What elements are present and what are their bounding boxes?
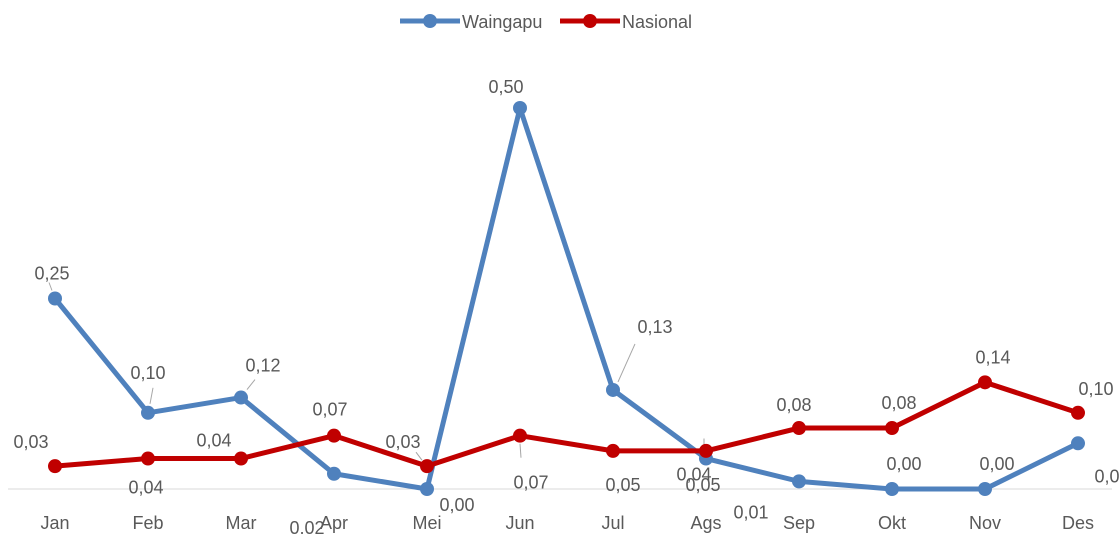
x-tick-label: Jan [40, 513, 69, 533]
data-label: 0,00 [979, 454, 1014, 474]
data-label: 0,10 [130, 363, 165, 383]
data-label: 0,04 [676, 465, 711, 485]
data-label: 0,08 [776, 395, 811, 415]
leader-line [246, 379, 256, 390]
x-tick-label: Mei [412, 513, 441, 533]
x-tick-label: Apr [320, 513, 348, 533]
leader-line [48, 282, 53, 291]
data-point [885, 482, 899, 496]
legend-item: Nasional [560, 12, 692, 32]
leader-line [519, 443, 522, 458]
data-label: 0,00 [886, 454, 921, 474]
data-label: 0,12 [245, 356, 280, 376]
x-tick-label: Mar [226, 513, 257, 533]
data-point [48, 459, 62, 474]
data-point [792, 474, 806, 489]
x-tick-label: Des [1062, 513, 1094, 533]
series-line [52, 379, 1081, 469]
legend-swatch-marker [583, 14, 597, 28]
x-tick-label: Jul [601, 513, 624, 533]
data-label: 0,05 [605, 475, 640, 495]
x-tick-label: Jun [505, 513, 534, 533]
data-point [699, 443, 713, 458]
data-label: 0,04 [196, 431, 231, 451]
data-point [1071, 405, 1085, 420]
data-label: 0,05 [685, 475, 720, 495]
legend-item: Waingapu [400, 12, 542, 32]
x-tick-label: Feb [132, 513, 163, 533]
series-waingapu [48, 101, 1085, 496]
series-nasional [48, 375, 1085, 474]
data-point [792, 421, 806, 436]
data-point [234, 390, 248, 405]
data-label: 0,04 [128, 478, 163, 498]
data-point [978, 482, 992, 496]
leader-line [415, 451, 423, 461]
data-point [1071, 436, 1085, 451]
data-label: 0,01 [733, 502, 768, 522]
data-point [606, 382, 620, 397]
series-layer [48, 101, 1085, 496]
data-label: 0,07 [513, 473, 548, 493]
x-axis-ticks: Jan Feb Mar Apr Mei Jun Jul Ags Sep Okt Nov Des [40, 513, 1094, 533]
data-point [513, 101, 527, 115]
data-label: 0,08 [881, 393, 916, 413]
leader-line [617, 343, 636, 383]
data-point [885, 421, 899, 436]
data-label: 0,06 [1094, 466, 1120, 486]
legend-swatch-marker [423, 14, 437, 28]
x-tick-label: Nov [969, 513, 1001, 533]
data-point [48, 291, 62, 306]
legend-label: Nasional [622, 12, 692, 32]
data-label: 0,02 [289, 518, 324, 534]
data-label: 0,10 [1078, 379, 1113, 399]
data-label: 0,14 [975, 347, 1010, 367]
x-tick-label: Sep [783, 513, 815, 533]
data-label: 0,03 [13, 432, 48, 452]
data-point [513, 428, 527, 443]
data-point [606, 443, 620, 458]
x-tick-label: Okt [878, 513, 906, 533]
data-label: 0,13 [637, 317, 672, 337]
leader-line [149, 387, 154, 404]
data-point [141, 451, 155, 466]
series-line [52, 105, 1081, 492]
data-labels: 0,25 0,10 0,12 0,02 0,00 0,50 0,13 0,04 0,01 0,00… [13, 77, 1120, 534]
data-label: 0,07 [312, 400, 347, 420]
data-point [327, 466, 341, 481]
legend-label: Waingapu [462, 12, 542, 32]
data-label: 0,00 [439, 495, 474, 515]
data-point [327, 428, 341, 443]
legend: Waingapu Nasional [400, 12, 692, 32]
data-label: 0,03 [385, 432, 420, 452]
data-label: 0,50 [488, 77, 523, 97]
x-tick-label: Ags [690, 513, 721, 533]
data-point [141, 405, 155, 420]
data-label: 0,25 [34, 264, 69, 284]
data-point [420, 459, 434, 474]
data-point [978, 375, 992, 390]
data-point [234, 451, 248, 466]
data-point [420, 482, 434, 496]
